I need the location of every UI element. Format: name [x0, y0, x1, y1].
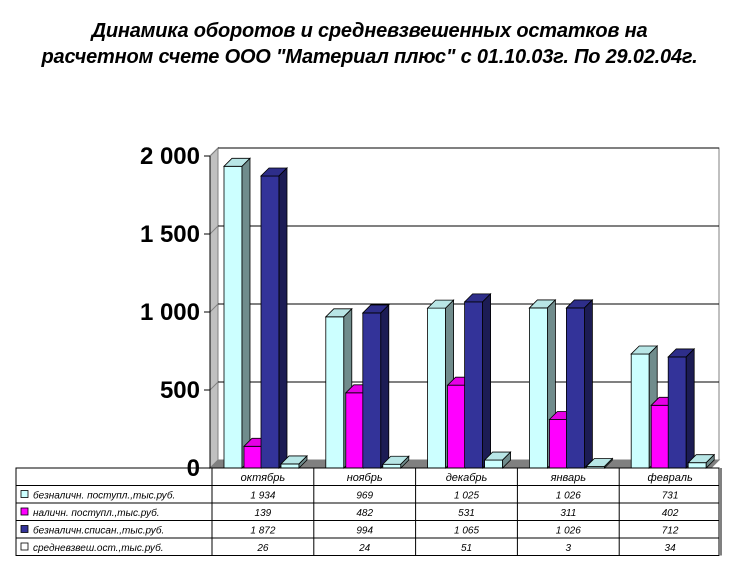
bar-front — [464, 301, 484, 469]
y-tick-label: 1 500 — [140, 221, 200, 248]
bar-side — [685, 347, 695, 469]
bar-front — [260, 175, 280, 469]
y-tick-label: 500 — [160, 377, 200, 404]
bar-front — [223, 165, 243, 469]
bar-front — [630, 353, 650, 469]
x-category-label: февраль — [647, 472, 692, 484]
data-table-value: 311 — [560, 508, 576, 519]
legend-marker — [20, 507, 29, 516]
data-table-value: 994 — [356, 526, 373, 537]
chart-title-line-2: расчетном счете ООО "Материал плюс" с 01… — [41, 46, 698, 68]
bar-front — [687, 462, 707, 469]
bar-side — [502, 451, 512, 469]
bar-front — [325, 316, 345, 469]
bar-side — [298, 454, 308, 469]
bar-side — [584, 298, 593, 469]
y-tick-label: 1 000 — [140, 299, 200, 326]
data-table-value: 482 — [356, 508, 373, 519]
bar-front — [667, 356, 687, 469]
gridline-side — [209, 303, 219, 313]
data-table-value: 969 — [356, 491, 373, 502]
data-table-value: 3 — [566, 543, 572, 554]
data-table-value: 1 026 — [556, 526, 581, 537]
bar-side — [278, 167, 288, 469]
legend-series-name: средневзвеш.ост.,тыс.руб. — [33, 542, 164, 554]
legend-marker — [20, 525, 29, 533]
bar-side — [241, 157, 251, 469]
y-tick-label: 2 000 — [140, 143, 200, 170]
data-table-value: 1 934 — [250, 491, 275, 502]
data-table-value: 24 — [358, 543, 371, 554]
bar-front — [529, 307, 548, 469]
x-category-label: октябрь — [241, 472, 286, 484]
data-table-value: 1 026 — [556, 491, 581, 502]
chart-title: Динамика оборотов и средневзвешенных ост… — [0, 18, 739, 70]
gridline-side — [209, 225, 219, 235]
legend-marker — [20, 490, 29, 498]
bar-front — [243, 445, 263, 469]
bar-front — [650, 404, 670, 469]
bar-front — [382, 463, 402, 469]
bar-front — [549, 419, 568, 469]
bar-front — [362, 312, 382, 469]
gridline-side — [209, 381, 219, 391]
bar-front — [280, 463, 300, 469]
bar-front — [447, 384, 467, 469]
legend-series-name: безналичн. поступл.,тыс.руб. — [33, 490, 175, 502]
gridline-side — [209, 147, 219, 157]
x-category-label: декабрь — [446, 472, 488, 484]
legend-marker — [20, 542, 29, 551]
bar-front — [345, 392, 365, 469]
data-table-value: 1 065 — [454, 526, 479, 537]
legend-series-name: безналичн.списан.,тыс.руб. — [33, 525, 164, 537]
data-table-value: 731 — [662, 491, 679, 502]
bar-front — [427, 307, 447, 469]
x-category-label: ноябрь — [347, 472, 383, 484]
bar-front — [566, 307, 585, 469]
data-table-value: 712 — [662, 526, 679, 537]
x-category-label: январь — [550, 472, 587, 484]
data-table-value: 26 — [256, 543, 269, 554]
bar-side — [482, 292, 492, 469]
data-table-value: 139 — [255, 508, 272, 519]
data-table-value: 1 872 — [250, 526, 275, 537]
bar-front — [484, 459, 504, 469]
bar-side — [400, 455, 410, 469]
bar-side — [705, 453, 715, 469]
data-table-value: 1 025 — [454, 491, 479, 502]
data-table-value: 402 — [662, 508, 679, 519]
bar-side — [380, 303, 390, 469]
chart-title-line-1: Динамика оборотов и средневзвешенных ост… — [91, 20, 648, 42]
legend-series-name: наличн. поступл.,тыс.руб. — [33, 507, 160, 519]
data-table-value: 531 — [458, 508, 475, 519]
data-table-value: 51 — [461, 543, 472, 554]
data-table-value: 34 — [665, 543, 677, 554]
data-table-border — [15, 467, 720, 556]
